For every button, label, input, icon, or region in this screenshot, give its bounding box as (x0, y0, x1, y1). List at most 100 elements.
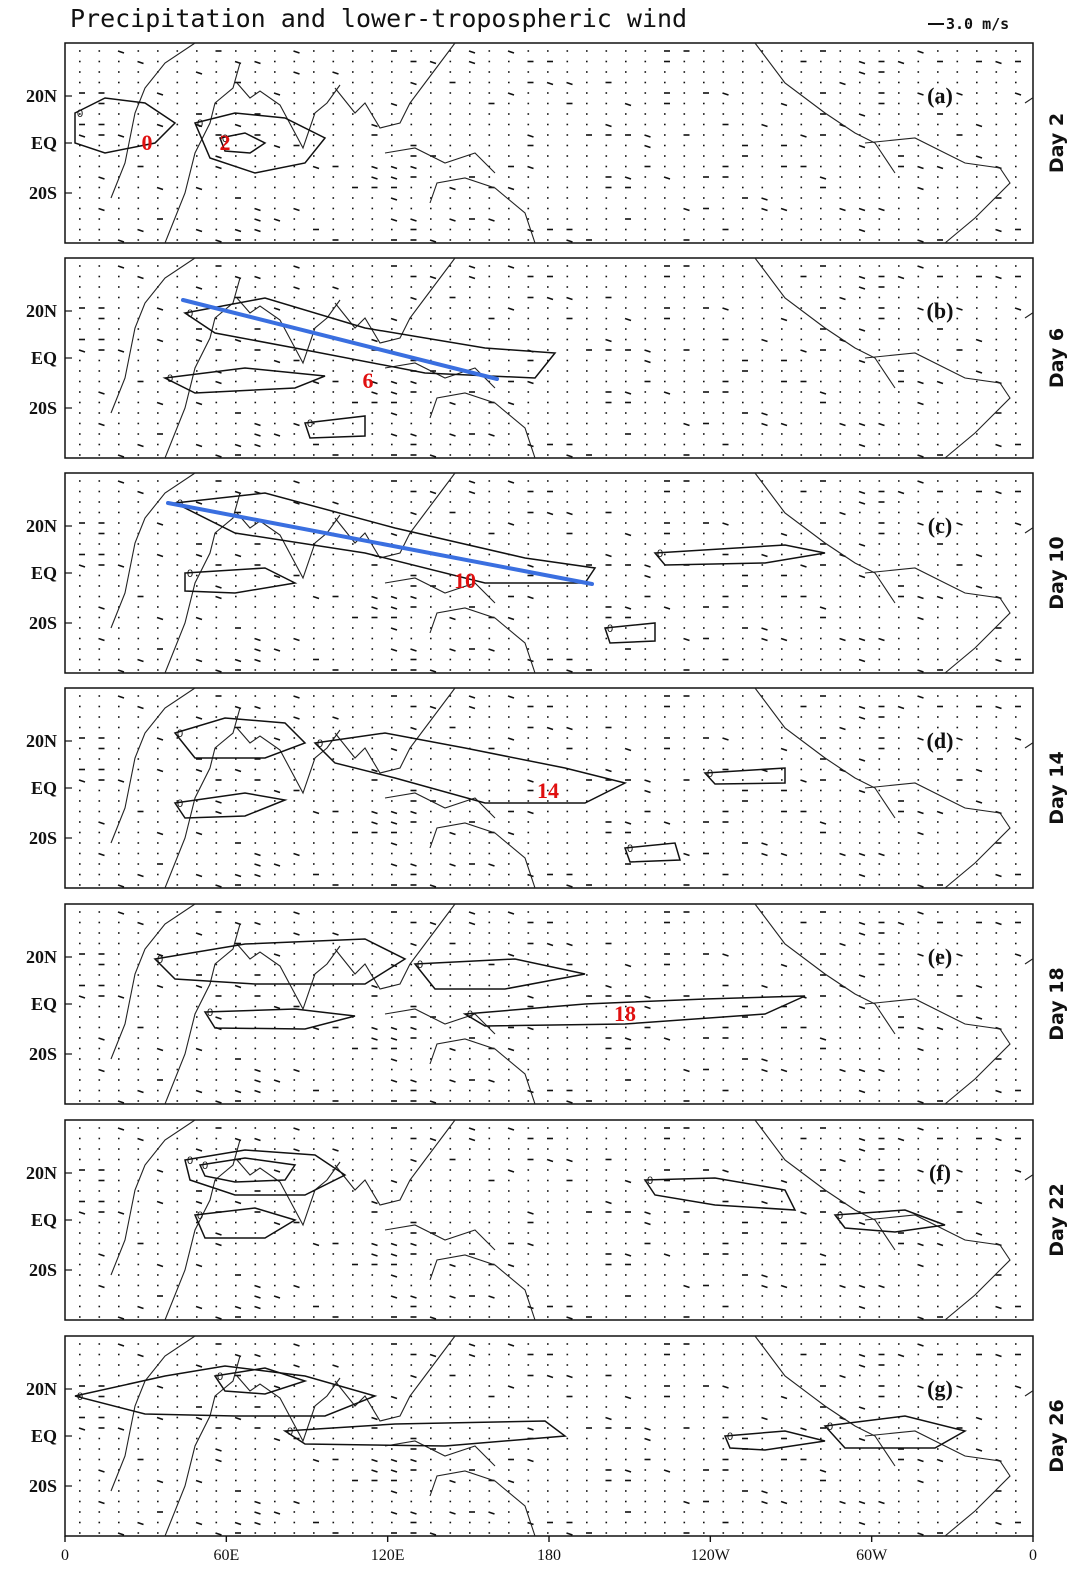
wind-vector-field (78, 695, 1022, 888)
latitude-label: 20N (26, 1379, 57, 1399)
contour-label: 0 (657, 548, 663, 560)
contour-label: 0 (467, 1009, 473, 1021)
scale-vector: 3.0 m/s (928, 15, 1009, 33)
latitude-label: EQ (31, 563, 57, 583)
figure-title: Precipitation and lower-tropospheric win… (70, 4, 687, 33)
contour-label: 0 (187, 308, 193, 320)
latitude-label: 20N (26, 301, 57, 321)
longitude-axis: 0 60E 120E 180 120W 60W 0 (61, 1536, 1037, 1564)
coastlines (110, 473, 1033, 673)
longitude-label: 120W (691, 1547, 731, 1564)
panel-tag: (d) (927, 728, 954, 753)
wind-vector-field (78, 480, 1022, 673)
contour-label: 0 (307, 418, 313, 430)
longitude-label: 180 (537, 1547, 561, 1564)
day-label: Day 18 (1046, 967, 1068, 1040)
latitude-label: EQ (31, 1426, 57, 1446)
contour-label: 0 (167, 373, 173, 385)
coastlines (110, 1120, 1033, 1320)
coastlines (110, 43, 1033, 243)
contour-label: 0 (222, 133, 228, 145)
panel-frame (64, 257, 1034, 459)
panel-tag: (e) (928, 944, 952, 969)
contour-label: 0 (207, 1007, 213, 1019)
latitude-label: 20S (29, 1260, 57, 1280)
map-panel: 0 0 0 0 0 20N EQ 20S (g) Day 26 (26, 1335, 1068, 1537)
wind-vector-field (78, 1127, 1022, 1320)
contour-label: 0 (77, 108, 83, 120)
annotation-number: 6 (363, 368, 374, 393)
contour-label: 0 (627, 843, 633, 855)
day-label: Day 14 (1046, 751, 1068, 824)
contour-label: 0 (727, 1431, 733, 1443)
panel-frame (64, 903, 1034, 1105)
contour-label: 0 (187, 1155, 193, 1167)
wind-vector-field (78, 911, 1022, 1104)
latitude-label: EQ (31, 994, 57, 1014)
day-label: Day 22 (1046, 1183, 1068, 1256)
contour-label: 0 (827, 1421, 833, 1433)
panel-tag: (f) (929, 1160, 951, 1185)
contour-label: 0 (217, 1371, 223, 1383)
annotation-number: 18 (614, 1001, 636, 1026)
coastlines (110, 904, 1033, 1104)
latitude-label: 20S (29, 613, 57, 633)
annotation-number: 0 (142, 130, 153, 155)
panel-frame (64, 1335, 1034, 1537)
panel-tag: (a) (927, 83, 953, 108)
contour-label: 0 (177, 728, 183, 740)
latitude-label: 20S (29, 398, 57, 418)
latitude-label: 20N (26, 516, 57, 536)
precipitation-contours: 0 0 0 0 0 (173, 717, 786, 863)
latitude-label: 20N (26, 947, 57, 967)
annotation-number: 14 (537, 778, 559, 803)
map-panel: 00001020NEQ20S(c)Day 10 (26, 472, 1068, 674)
propagation-line (181, 298, 499, 381)
contour-label: 0 (202, 1160, 208, 1172)
contour-label: 0 (177, 798, 183, 810)
day-label: Day 10 (1046, 536, 1068, 609)
longitude-label: 0 (61, 1547, 69, 1564)
contour-label: 0 (77, 1391, 83, 1403)
longitude-label: 120E (371, 1547, 405, 1564)
propagation-line (166, 501, 594, 586)
map-panel: 0 0 0 0 0 14 20N EQ 20S (d) Day 14 (26, 687, 1068, 889)
contour-label: 0 (197, 1210, 203, 1222)
precipitation-contours: 0 0 0 (74, 97, 327, 174)
latitude-label: 20N (26, 1163, 57, 1183)
annotation-number: 2 (220, 130, 231, 155)
contour-label: 0 (607, 623, 613, 635)
contour-label: 0 (317, 738, 323, 750)
day-label: Day 6 (1046, 328, 1068, 388)
wind-vector-field (78, 265, 1022, 458)
panel-frame (64, 687, 1034, 889)
panel-tag: (g) (927, 1376, 953, 1401)
latitude-label: 20N (26, 731, 57, 751)
latitude-label: 20S (29, 183, 57, 203)
contour-label: 0 (197, 118, 203, 130)
panel-frame (64, 42, 1034, 244)
longitude-label: 0 (1029, 1547, 1037, 1564)
latitude-label: 20S (29, 828, 57, 848)
day-label: Day 2 (1046, 113, 1068, 173)
precipitation-contours: 0 0 0 (162, 297, 557, 439)
panel-tag: (b) (927, 298, 954, 323)
day-label: Day 26 (1046, 1399, 1068, 1472)
map-panel: 0 0 0 0 18 20N EQ 20S (e) Day 18 (26, 903, 1068, 1105)
annotation-number: 10 (454, 568, 476, 593)
longitude-label: 60W (856, 1547, 888, 1564)
coastlines (110, 1336, 1033, 1536)
contour-label: 0 (157, 954, 163, 966)
latitude-label: 20S (29, 1044, 57, 1064)
contour-label: 0 (647, 1175, 653, 1187)
latitude-label: EQ (31, 133, 57, 153)
contour-label: 0 (837, 1210, 843, 1222)
longitude-label: 60E (213, 1547, 239, 1564)
coastlines (110, 688, 1033, 888)
contour-label: 0 (287, 1426, 293, 1438)
